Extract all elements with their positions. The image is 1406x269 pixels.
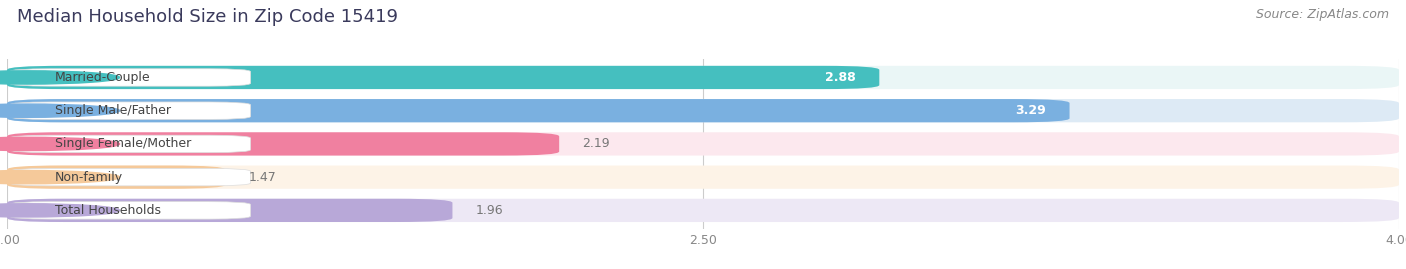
FancyBboxPatch shape xyxy=(10,69,250,86)
Text: 3.29: 3.29 xyxy=(1015,104,1046,117)
Text: 1.96: 1.96 xyxy=(475,204,503,217)
Text: 2.19: 2.19 xyxy=(582,137,610,150)
FancyBboxPatch shape xyxy=(7,199,1399,222)
FancyBboxPatch shape xyxy=(7,132,1399,155)
FancyBboxPatch shape xyxy=(10,168,250,186)
FancyBboxPatch shape xyxy=(10,135,250,153)
Text: Non-family: Non-family xyxy=(55,171,122,184)
FancyBboxPatch shape xyxy=(7,132,560,155)
Circle shape xyxy=(0,137,120,151)
FancyBboxPatch shape xyxy=(7,165,1399,189)
Circle shape xyxy=(0,171,120,184)
Text: Total Households: Total Households xyxy=(55,204,160,217)
FancyBboxPatch shape xyxy=(7,66,879,89)
Circle shape xyxy=(0,71,120,84)
FancyBboxPatch shape xyxy=(7,199,453,222)
Text: Median Household Size in Zip Code 15419: Median Household Size in Zip Code 15419 xyxy=(17,8,398,26)
FancyBboxPatch shape xyxy=(7,66,1399,89)
Text: Source: ZipAtlas.com: Source: ZipAtlas.com xyxy=(1256,8,1389,21)
Text: Single Male/Father: Single Male/Father xyxy=(55,104,170,117)
Text: Married-Couple: Married-Couple xyxy=(55,71,150,84)
Circle shape xyxy=(0,104,120,117)
Text: 2.88: 2.88 xyxy=(825,71,856,84)
Text: Single Female/Mother: Single Female/Mother xyxy=(55,137,191,150)
FancyBboxPatch shape xyxy=(10,102,250,119)
FancyBboxPatch shape xyxy=(7,165,225,189)
Circle shape xyxy=(0,204,120,217)
FancyBboxPatch shape xyxy=(10,202,250,219)
FancyBboxPatch shape xyxy=(7,99,1399,122)
FancyBboxPatch shape xyxy=(7,99,1070,122)
Text: 1.47: 1.47 xyxy=(249,171,276,184)
